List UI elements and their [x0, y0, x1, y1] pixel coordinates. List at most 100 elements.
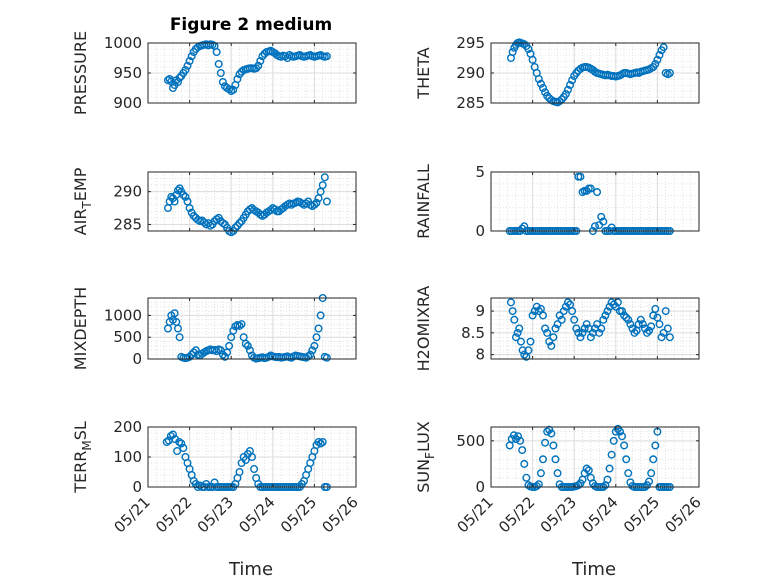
data-point — [250, 465, 259, 474]
data-point — [618, 432, 627, 441]
data-point — [649, 455, 658, 464]
data-point — [508, 48, 517, 57]
x-tick-label: 05/26 — [662, 493, 705, 536]
data-point — [561, 302, 570, 311]
axes-background — [491, 427, 699, 487]
data-point — [520, 350, 529, 359]
data-point — [618, 307, 627, 316]
subplot-1: 900 950 1000 PRESSURE — [71, 31, 357, 115]
data-point — [516, 436, 525, 445]
data-point — [229, 85, 238, 94]
data-point — [524, 346, 533, 355]
data-point — [185, 57, 194, 66]
data-point — [511, 333, 520, 342]
data-point — [518, 446, 527, 455]
data-point — [189, 348, 198, 357]
data-point — [513, 328, 522, 337]
data-point — [613, 298, 622, 307]
y-axis-label: MIXDEPTH — [71, 287, 90, 370]
x-tick-label: 05/25 — [277, 493, 320, 536]
data-point — [318, 181, 327, 190]
data-point — [593, 188, 602, 197]
data-point — [235, 468, 244, 477]
y-tick-label: 0 — [475, 222, 485, 240]
data-point — [318, 438, 327, 447]
data-point — [665, 68, 674, 77]
y-axis-label: PRESSURE — [71, 31, 90, 115]
data-point — [306, 350, 315, 359]
data-point — [582, 186, 591, 195]
data-point — [218, 350, 227, 359]
x-axis-label-right: Time — [571, 559, 616, 580]
data-point — [603, 307, 612, 316]
y-tick-label: 285 — [113, 215, 142, 233]
data-point — [545, 337, 554, 346]
data-point — [574, 328, 583, 337]
data-point — [173, 447, 182, 456]
y-tick-label: 285 — [456, 94, 485, 112]
data-point — [584, 466, 593, 475]
y-axis-label: SUNFLUX — [414, 421, 437, 493]
data-point — [653, 55, 662, 64]
data-point — [520, 40, 529, 49]
data-point — [547, 429, 556, 438]
axes-box — [490, 426, 700, 488]
data-point — [561, 89, 570, 98]
data-point — [316, 439, 325, 448]
y-tick-label: 290 — [456, 64, 485, 82]
x-tick-label: 05/25 — [620, 493, 663, 536]
data-point — [312, 333, 321, 342]
data-point — [622, 313, 631, 322]
data-point — [162, 438, 171, 447]
data-point — [570, 315, 579, 324]
data-point — [595, 328, 604, 337]
data-point — [170, 309, 179, 318]
data-point — [212, 347, 221, 356]
data-point — [645, 477, 654, 486]
y-tick-label: 0 — [475, 478, 485, 496]
y-tick-label: 0 — [132, 478, 142, 496]
subplot-4: 0 5 RAINFALL — [414, 163, 700, 240]
data-point — [508, 307, 517, 316]
data-point — [175, 333, 184, 342]
data-point — [576, 333, 585, 342]
data-point — [173, 77, 182, 86]
data-point — [308, 346, 317, 355]
data-point — [615, 427, 624, 436]
data-point — [586, 184, 595, 193]
data-point — [510, 315, 519, 324]
data-point — [630, 328, 639, 337]
axes-box — [490, 297, 700, 360]
data-point — [322, 197, 331, 206]
data-point — [655, 320, 664, 329]
data-point — [256, 57, 265, 66]
data-point — [214, 60, 223, 69]
y-axis-label: H2OMIXRA — [414, 286, 433, 372]
data-point — [543, 91, 552, 100]
axes-box — [490, 171, 700, 232]
data-point — [563, 298, 572, 307]
data-point — [241, 339, 250, 348]
data-point — [185, 352, 194, 361]
data-point — [258, 52, 267, 61]
data-point — [539, 455, 548, 464]
data-point — [514, 432, 523, 441]
x-tick-label: 05/23 — [194, 493, 237, 536]
data-point — [235, 321, 244, 330]
data-point — [181, 65, 190, 74]
data-point — [528, 55, 537, 64]
data-point — [314, 324, 323, 333]
data-point — [657, 333, 666, 342]
data-point — [620, 311, 629, 320]
data-point — [555, 97, 564, 106]
data-point — [663, 324, 672, 333]
data-point — [520, 222, 529, 231]
data-point — [310, 200, 319, 209]
data-point — [568, 76, 577, 85]
data-point — [252, 64, 261, 73]
subplot-3: 285 290 AIRTEMP — [71, 167, 357, 237]
